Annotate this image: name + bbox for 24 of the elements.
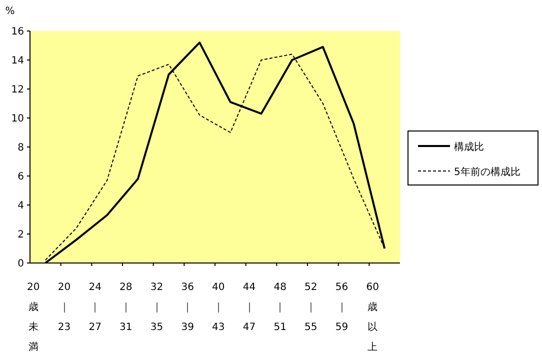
y-tick-label: 12 (11, 84, 24, 96)
legend-label: 構成比 (454, 141, 484, 153)
x-tick-label: 36｜39 (181, 282, 194, 333)
legend-label: 5年前の構成比 (454, 166, 520, 178)
y-tick-label: 8 (18, 142, 24, 154)
x-tick-label: 60歳以上 (366, 282, 379, 353)
x-tick-label: 20｜23 (58, 282, 71, 333)
x-tick-label: 20歳未満 (27, 282, 40, 353)
y-axis-title: % (5, 6, 15, 17)
x-tick-label: 28｜31 (120, 282, 132, 333)
y-tick-label: 4 (18, 200, 24, 212)
x-tick-label: 52｜55 (304, 282, 318, 333)
x-tick-label: 56｜59 (335, 282, 348, 333)
x-tick-label: 48｜51 (274, 282, 286, 333)
y-tick-label: 14 (11, 56, 24, 66)
y-tick-label: 10 (11, 114, 24, 124)
y-tick-label: 0 (18, 258, 24, 270)
y-tick-label: 16 (11, 26, 24, 38)
x-tick-label: 32｜35 (150, 282, 164, 333)
x-tick-label: 44｜47 (242, 282, 256, 333)
x-tick-label: 24｜27 (88, 282, 102, 333)
y-tick-label: 2 (18, 230, 24, 240)
y-tick-label: 6 (18, 172, 24, 182)
x-tick-label: 40｜43 (212, 282, 225, 333)
